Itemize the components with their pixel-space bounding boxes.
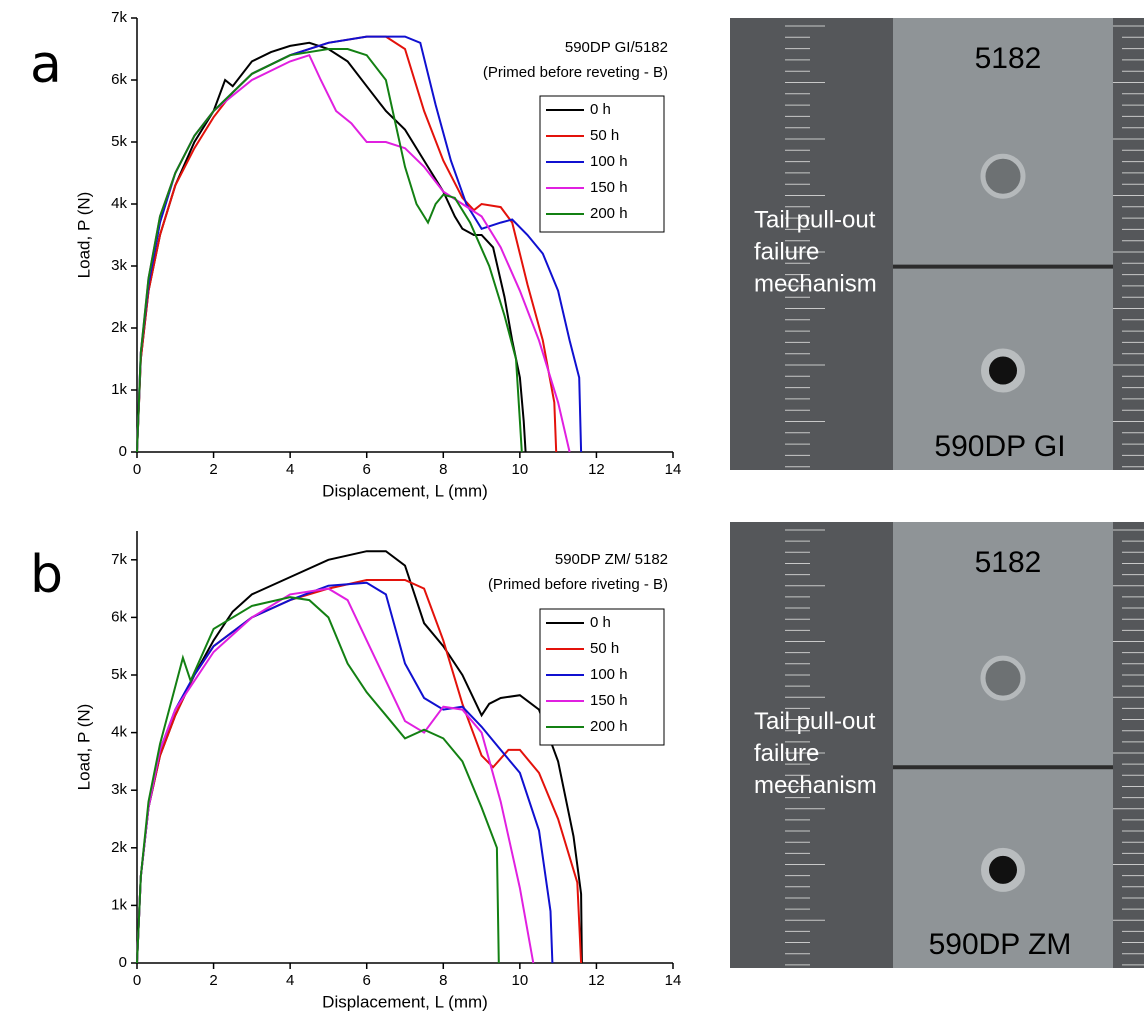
- x-tick-label: 10: [512, 972, 529, 989]
- panel-label: b: [30, 545, 63, 605]
- rivet: [980, 655, 1026, 701]
- data-line: [136, 35, 558, 453]
- photo-caption: Tail pull-out: [754, 708, 876, 735]
- photo-bottom-label: 590DP GI: [934, 430, 1065, 463]
- x-tick-label: 6: [363, 461, 371, 478]
- data-line: [136, 587, 535, 964]
- y-axis-title: Load, P (N): [74, 704, 93, 791]
- legend-label: 50 h: [590, 640, 619, 657]
- y-tick-label: 3k: [111, 781, 127, 798]
- data-line: [136, 579, 583, 964]
- photo-caption: Tail pull-out: [754, 207, 876, 234]
- y-tick-label: 4k: [111, 724, 127, 741]
- data-line: [136, 550, 583, 964]
- legend-label: 100 h: [590, 666, 628, 683]
- photo: 5182 Tail pull-out failure mechanism 590DP G…: [730, 18, 1144, 470]
- photo-caption: mechanism: [754, 772, 877, 799]
- photo: 5182 Tail pull-out failure mechanism 590DP Z…: [730, 522, 1144, 968]
- photo-top-label: 5182: [975, 546, 1042, 579]
- y-tick-label: 2k: [111, 839, 127, 856]
- data-line: [136, 596, 500, 964]
- x-tick-label: 8: [439, 972, 447, 989]
- y-tick-label: 5k: [111, 666, 127, 683]
- legend-label: 150 h: [590, 692, 628, 709]
- annotation: 590DP GI/5182: [565, 39, 668, 56]
- data-line: [136, 35, 583, 453]
- y-tick-label: 0: [119, 443, 127, 460]
- photo-top-label: 5182: [975, 42, 1042, 75]
- x-tick-label: 2: [209, 461, 217, 478]
- legend-label: 0 h: [590, 101, 611, 118]
- rivet-hole: [981, 847, 1025, 892]
- x-tick-label: 0: [133, 461, 141, 478]
- legend-box: [539, 95, 665, 233]
- photo-caption: failure: [754, 740, 819, 767]
- annotation: (Primed before riveting - B): [488, 576, 668, 593]
- x-tick-label: 2: [209, 972, 217, 989]
- legend-label: 200 h: [590, 205, 628, 222]
- data-line: [136, 48, 523, 453]
- photo-caption: mechanism: [754, 271, 877, 298]
- annotation: (Primed before reveting - B): [483, 64, 668, 81]
- x-tick-label: 0: [133, 972, 141, 989]
- x-tick-label: 10: [512, 461, 529, 478]
- y-tick-label: 4k: [111, 195, 127, 212]
- y-tick-label: 6k: [111, 71, 127, 88]
- photo-bottom-label: 590DP ZM: [929, 928, 1072, 961]
- legend-label: 0 h: [590, 614, 611, 631]
- legend-label: 100 h: [590, 153, 628, 170]
- metal-strip: [893, 522, 1113, 968]
- y-tick-label: 6k: [111, 608, 127, 625]
- x-tick-label: 6: [363, 972, 371, 989]
- y-tick-label: 1k: [111, 381, 127, 398]
- data-line: [136, 41, 527, 453]
- x-tick-label: 4: [286, 972, 294, 989]
- y-tick-label: 2k: [111, 319, 127, 336]
- metal-strip: [893, 18, 1113, 470]
- legend-label: 200 h: [590, 718, 628, 735]
- legend-label: 150 h: [590, 179, 628, 196]
- y-tick-label: 1k: [111, 896, 127, 913]
- photo-caption: failure: [754, 239, 819, 266]
- legend-box: [539, 608, 665, 746]
- x-tick-label: 12: [588, 972, 605, 989]
- x-tick-label: 4: [286, 461, 294, 478]
- x-axis-title: Displacement, L (mm): [322, 992, 488, 1011]
- y-axis-title: Load, P (N): [74, 192, 93, 279]
- data-line: [136, 581, 554, 964]
- y-tick-label: 7k: [111, 551, 127, 568]
- annotation: 590DP ZM/ 5182: [555, 551, 668, 568]
- panel-label: a: [30, 35, 62, 95]
- x-tick-label: 8: [439, 461, 447, 478]
- legend-label: 50 h: [590, 127, 619, 144]
- y-tick-label: 5k: [111, 133, 127, 150]
- x-axis-title: Displacement, L (mm): [322, 481, 488, 500]
- x-tick-label: 14: [665, 461, 682, 478]
- rivet-hole: [981, 348, 1025, 393]
- y-tick-label: 7k: [111, 9, 127, 26]
- rivet: [980, 153, 1026, 199]
- data-line: [136, 53, 571, 453]
- y-tick-label: 0: [119, 954, 127, 971]
- x-tick-label: 14: [665, 972, 682, 989]
- x-tick-label: 12: [588, 461, 605, 478]
- y-tick-label: 3k: [111, 257, 127, 274]
